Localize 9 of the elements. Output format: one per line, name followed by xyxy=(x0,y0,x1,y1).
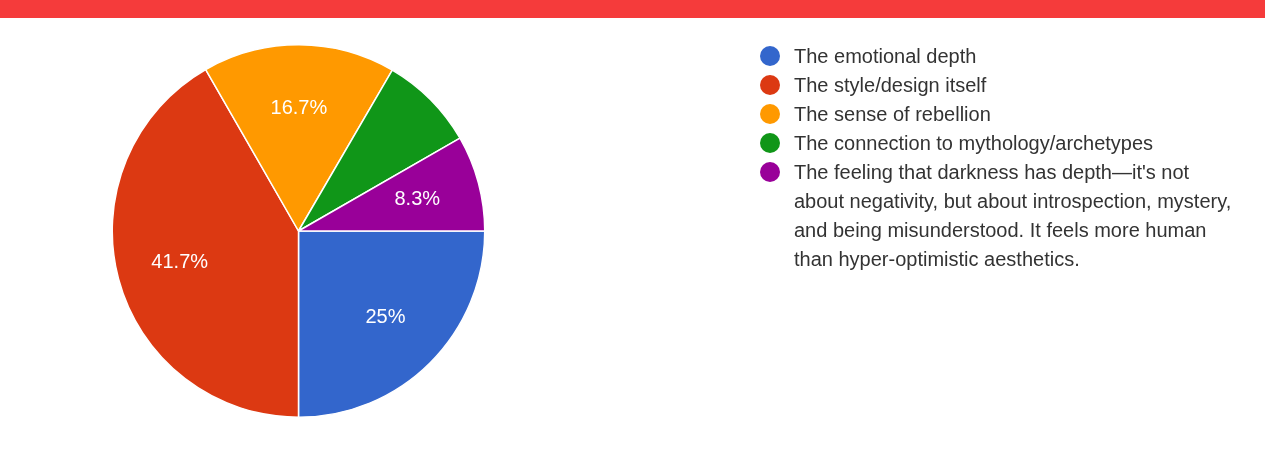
data-label: 41.7% xyxy=(151,250,209,273)
legend-label: The style/design itself xyxy=(794,73,988,98)
legend-label: The feeling that darkness has depth—it's not about negativity, but about introspection, mystery, and being misunderstood. It feels more human than hyper-optimistic aesthetics. xyxy=(794,160,1233,272)
data-label: 16.7% xyxy=(270,95,328,118)
data-label: 8.3% xyxy=(394,186,441,209)
legend-label: The sense of rebellion xyxy=(794,102,992,127)
legend-label: The emotional depth xyxy=(794,44,978,69)
data-label: 25% xyxy=(365,305,406,328)
legend-label: The connection to mythology/archetypes xyxy=(794,131,1155,156)
